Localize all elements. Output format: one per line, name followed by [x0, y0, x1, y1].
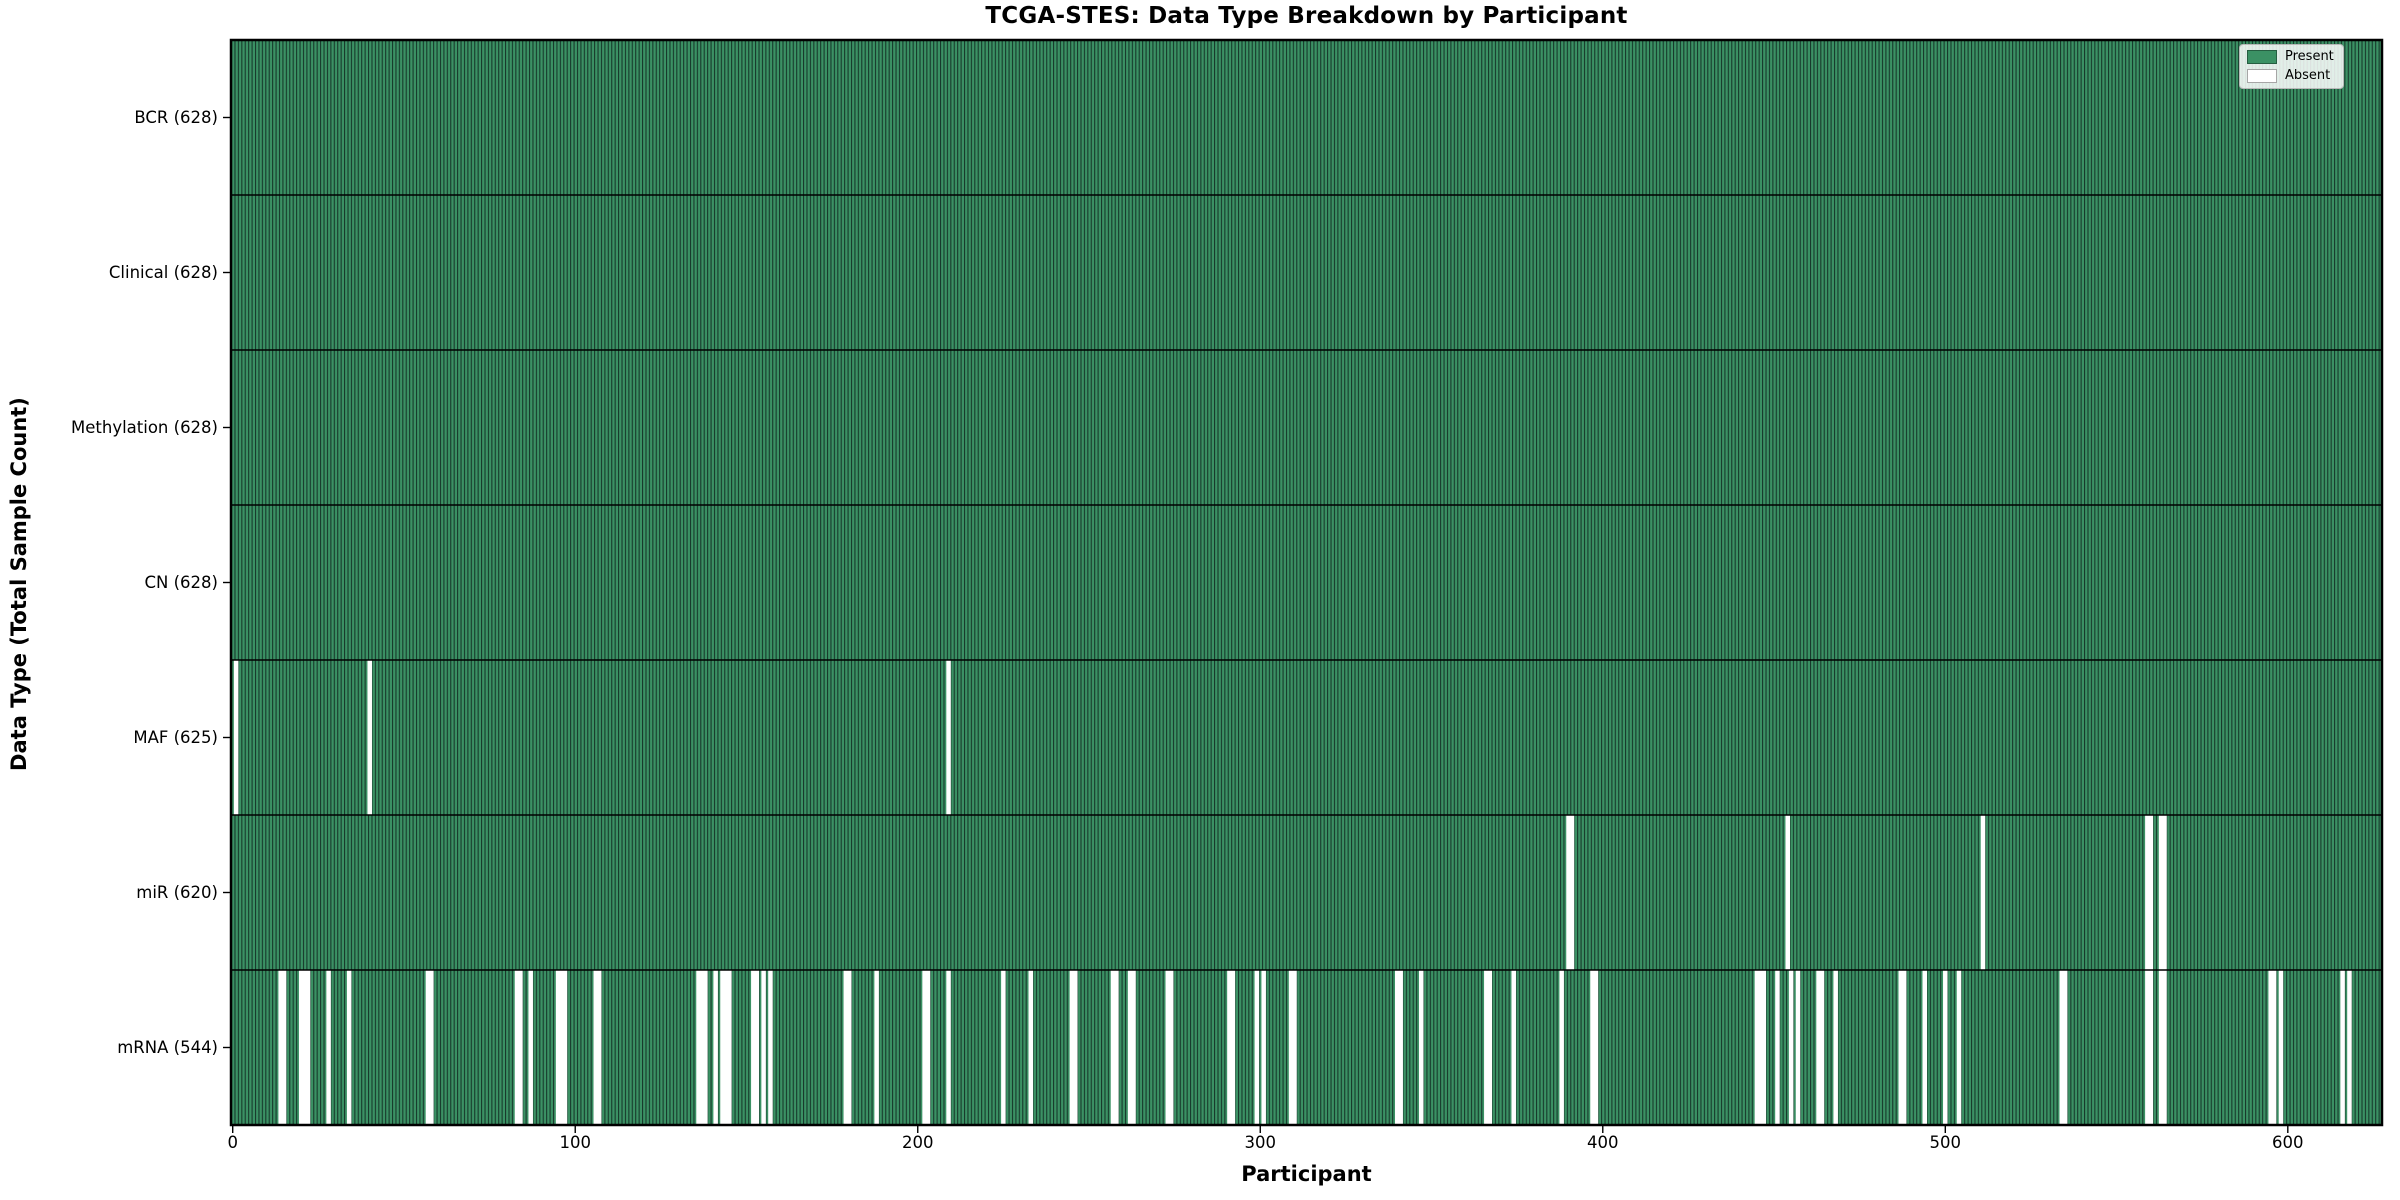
absent-gap-mRNA	[1227, 970, 1236, 1125]
absent-gap-mRNA	[768, 970, 773, 1125]
absent-gap-mRNA	[1816, 970, 1825, 1125]
absent-gap-miR	[2145, 815, 2154, 970]
y-tick-label-CN: CN (628)	[144, 572, 218, 592]
y-tick-label-Clinical: Clinical (628)	[108, 262, 218, 282]
x-tick-label-300: 300	[1244, 1133, 1277, 1152]
absent-gap-mRNA	[2059, 970, 2068, 1125]
y-tick-label-Methylation: Methylation (628)	[71, 417, 218, 437]
absent-gap-mRNA	[1775, 970, 1780, 1125]
absent-gap-mRNA	[922, 970, 931, 1125]
absent-gap-mRNA	[1943, 970, 1948, 1125]
x-tick-label-200: 200	[901, 1133, 934, 1152]
absent-gap-mRNA	[1288, 970, 1297, 1125]
absent-gap-mRNA	[1484, 970, 1493, 1125]
absent-gap-mRNA	[2158, 970, 2167, 1125]
absent-gap-mRNA	[843, 970, 852, 1125]
absent-gap-mRNA	[1395, 970, 1403, 1125]
absent-gap-mRNA	[1001, 970, 1006, 1125]
absent-gap-mRNA	[1754, 970, 1767, 1125]
absent-gap-mRNA	[1788, 970, 1794, 1125]
absent-gap-mRNA	[1795, 970, 1801, 1125]
x-tick-label-600: 600	[2272, 1133, 2304, 1152]
absent-gap-mRNA	[1956, 970, 1962, 1125]
x-tick-label-100: 100	[559, 1133, 591, 1152]
x-tick-label-500: 500	[1929, 1133, 1962, 1152]
absent-gap-mRNA	[1165, 970, 1174, 1125]
x-tick-label-0: 0	[227, 1133, 238, 1152]
chart-title: TCGA-STES: Data Type Breakdown by Partic…	[985, 3, 1628, 29]
absent-gap-mRNA	[1559, 970, 1564, 1125]
absent-gap-mRNA	[1110, 970, 1119, 1125]
absent-gap-miR	[1980, 815, 1986, 970]
present-bars-field	[231, 40, 2382, 1125]
heatmap-svg	[223, 38, 2384, 1133]
y-tick-label-miR: miR (620)	[136, 882, 218, 902]
absent-gap-mRNA	[528, 970, 533, 1125]
absent-gap-mRNA	[2278, 970, 2284, 1125]
absent-gap-mRNA	[1127, 970, 1136, 1125]
absent-gap-mRNA	[278, 970, 287, 1125]
absent-gap-mRNA	[696, 970, 708, 1125]
absent-gap-mRNA	[555, 970, 568, 1125]
absent-gap-miR	[1566, 815, 1575, 970]
absent-gap-mRNA	[1028, 970, 1034, 1125]
absent-gap-mRNA	[1069, 970, 1078, 1125]
absent-gap-mRNA	[425, 970, 434, 1125]
absent-gap-mRNA	[346, 970, 352, 1125]
legend: Present Absent	[2239, 44, 2344, 89]
absent-gap-mRNA	[1261, 970, 1266, 1125]
absent-gap-mRNA	[1254, 970, 1260, 1125]
absent-gap-MAF	[367, 660, 372, 815]
legend-present-label: Present	[2285, 49, 2334, 64]
legend-absent-label: Absent	[2285, 68, 2331, 83]
absent-gap-mRNA	[514, 970, 523, 1125]
absent-gap-mRNA	[2268, 970, 2277, 1125]
absent-gap-mRNA	[713, 970, 718, 1125]
plot-area	[223, 38, 2384, 1133]
absent-gap-mRNA	[2347, 970, 2352, 1125]
absent-gap-mRNA	[2340, 970, 2345, 1125]
absent-gap-mRNA	[751, 970, 760, 1125]
x-axis-title: Participant	[1241, 1162, 1372, 1186]
absent-gap-miR	[2158, 815, 2167, 970]
absent-gap-mRNA	[1922, 970, 1928, 1125]
absent-gap-mRNA	[2145, 970, 2154, 1125]
absent-gap-mRNA	[1590, 970, 1599, 1125]
legend-present-swatch	[2247, 50, 2277, 64]
absent-gap-miR	[1785, 815, 1790, 970]
absent-gap-mRNA	[761, 970, 766, 1125]
absent-gap-MAF	[233, 660, 239, 815]
absent-gap-mRNA	[1418, 970, 1424, 1125]
absent-gap-mRNA	[946, 970, 951, 1125]
y-tick-label-mRNA: mRNA (544)	[117, 1037, 218, 1057]
absent-gap-mRNA	[298, 970, 311, 1125]
absent-gap-mRNA	[593, 970, 602, 1125]
absent-gap-mRNA	[720, 970, 732, 1125]
x-tick-label-400: 400	[1587, 1133, 1619, 1152]
legend-entry-present: Present	[2247, 50, 2334, 64]
absent-gap-mRNA	[874, 970, 879, 1125]
absent-gap-mRNA	[1833, 970, 1838, 1125]
absent-gap-mRNA	[326, 970, 331, 1125]
legend-absent-swatch	[2247, 69, 2277, 83]
y-tick-label-BCR: BCR (628)	[134, 107, 218, 127]
y-tick-label-MAF: MAF (625)	[133, 727, 218, 747]
absent-gap-mRNA	[1511, 970, 1516, 1125]
absent-gap-mRNA	[1898, 970, 1907, 1125]
legend-entry-absent: Absent	[2247, 69, 2334, 83]
absent-gap-MAF	[946, 660, 951, 815]
